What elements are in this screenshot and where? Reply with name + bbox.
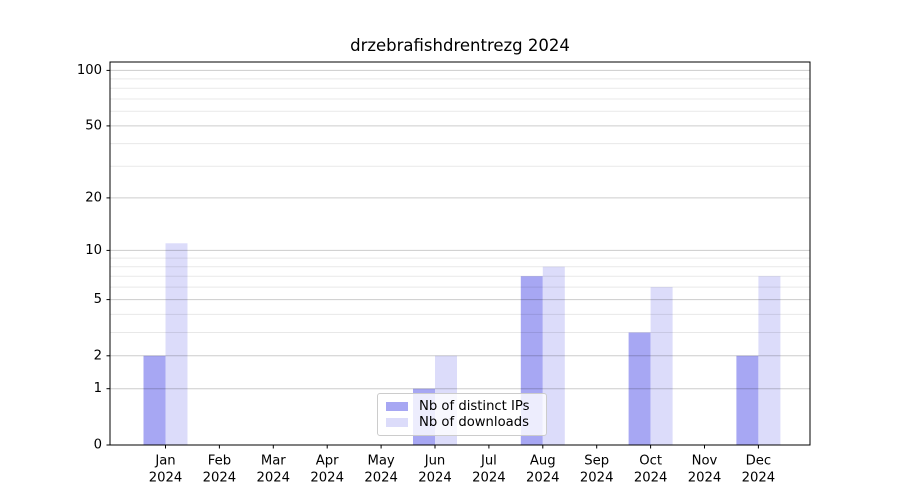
- y-axis-tick-label: 100: [77, 63, 102, 78]
- bar-downloads-jan: [165, 243, 188, 445]
- y-axis-tick-label: 20: [85, 190, 102, 205]
- x-axis-tick-label: Feb 2024: [203, 454, 237, 486]
- legend-item-distinct-ips: Nb of distinct IPs: [386, 400, 540, 413]
- chart-title: drzebrafishdrentrezg 2024: [350, 36, 570, 55]
- legend-label-distinct-ips: Nb of distinct IPs: [419, 398, 530, 414]
- x-axis-tick-label: Jul 2024: [472, 454, 506, 486]
- bar-distinct-ips-oct: [628, 332, 651, 445]
- x-axis-tick-label: Jan 2024: [149, 454, 183, 486]
- y-axis-tick-label: 10: [85, 243, 102, 258]
- x-axis-tick-label: Apr 2024: [310, 454, 344, 486]
- chart-legend: Nb of distinct IPs Nb of downloads: [377, 393, 547, 436]
- bar-distinct-ips-jan: [143, 355, 166, 445]
- x-axis-tick-label: Oct 2024: [634, 454, 668, 486]
- y-axis-tick-label: 0: [94, 438, 102, 453]
- y-axis-tick-label: 5: [94, 292, 102, 307]
- legend-label-downloads: Nb of downloads: [419, 415, 529, 430]
- y-axis-tick-label: 50: [85, 118, 102, 133]
- bar-distinct-ips-dec: [736, 355, 759, 445]
- x-axis-tick-label: Mar 2024: [257, 454, 291, 486]
- bar-downloads-oct: [650, 287, 673, 445]
- x-axis-tick-label: Sep 2024: [580, 454, 614, 486]
- x-axis-tick-label: Jun 2024: [418, 454, 452, 486]
- bar-downloads-dec: [758, 276, 781, 445]
- x-axis-tick-label: Nov 2024: [688, 454, 722, 486]
- x-axis-tick-label: May 2024: [364, 454, 398, 486]
- y-axis-tick-label: 1: [94, 381, 102, 396]
- legend-swatch-downloads: [386, 418, 408, 428]
- x-axis-tick-label: Aug 2024: [526, 454, 560, 486]
- legend-item-downloads: Nb of downloads: [386, 416, 540, 429]
- legend-swatch-distinct-ips: [386, 401, 408, 411]
- y-axis-tick-label: 2: [94, 348, 102, 363]
- bar-downloads-aug: [542, 266, 565, 445]
- plot-border: [109, 61, 811, 446]
- x-axis-tick-label: Dec 2024: [742, 454, 776, 486]
